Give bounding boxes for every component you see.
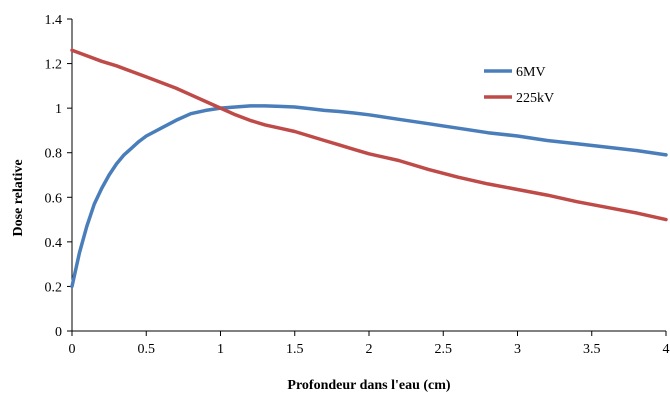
x-axis-title: Profondeur dans l'eau (cm) [287,378,451,393]
series-line-225kv [70,48,668,222]
y-axis-title: Dose relative [11,159,26,236]
legend-label-6mv: 6MV [516,65,546,80]
y-tick-label: 0.2 [45,280,63,295]
x-tick-label: 0 [69,342,76,357]
x-tick-label: 3 [514,342,521,357]
x-tick-label: 1 [217,342,224,357]
y-tick-label: 1.4 [45,13,63,28]
legend-label-225kv: 225kV [516,91,554,106]
y-axis-title-group: Dose relative [11,159,26,236]
x-tick-label: 2.5 [435,342,453,357]
x-tick-label: 3.5 [583,342,601,357]
y-tick-label: 1 [55,102,62,117]
x-tick-label: 2 [366,342,373,357]
x-tick-label: 4 [663,342,670,357]
x-tick-label: 0.5 [138,342,156,357]
y-tick-label: 0.8 [45,147,63,162]
series-line-6mv [70,104,668,289]
y-tick-label: 1.2 [45,58,63,73]
x-tick-label: 1.5 [286,342,304,357]
y-tick-label: 0.4 [45,236,63,251]
y-tick-label: 0.6 [45,191,63,206]
y-tick-label: 0 [55,325,62,340]
